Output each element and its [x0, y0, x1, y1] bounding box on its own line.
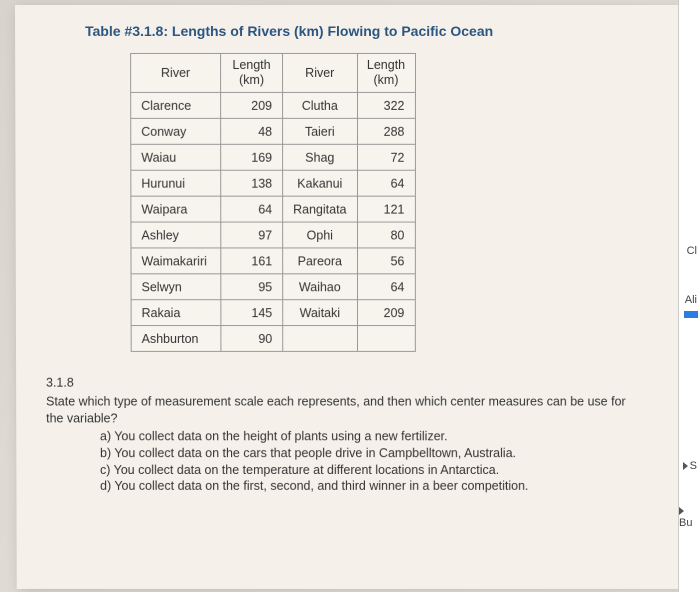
option-d: d) You collect data on the first, second…	[100, 478, 629, 495]
option-a: a) You collect data on the height of pla…	[100, 428, 629, 445]
table-row: Waipara 64 Rangitata 121	[131, 196, 415, 222]
edge-text: Cl	[687, 245, 697, 257]
table-row: Ashburton 90	[131, 326, 415, 352]
table-row: Waiau 169 Shag 72	[131, 144, 415, 170]
cell-river: Ophi	[283, 222, 357, 248]
rivers-table-wrap: River Length (km) River Length (km) Clar…	[130, 53, 630, 352]
table-row: Conway 48 Taieri 288	[131, 118, 415, 144]
cell-length: 161	[221, 248, 283, 274]
cell-river: Conway	[131, 118, 221, 144]
header-river-2: River	[283, 53, 357, 92]
cell-river: Clutha	[283, 92, 357, 118]
cell-river: Rakaia	[131, 300, 221, 326]
cell-river: Waitaki	[283, 300, 357, 326]
header-length-2: Length (km)	[357, 53, 415, 92]
arrow-right-icon	[679, 507, 684, 515]
right-sidebar-edge: Cl Ali S Bu	[678, 0, 700, 592]
header-river-1: River	[131, 53, 221, 92]
question-section: 3.1.8 State which type of measurement sc…	[86, 376, 629, 495]
table-row: Selwyn 95 Waihao 64	[131, 274, 415, 300]
header-length-1: Length (km)	[221, 53, 283, 92]
cell-length: 97	[221, 222, 283, 248]
cell-length: 95	[221, 274, 283, 300]
cell-river: Waimakariri	[131, 248, 221, 274]
option-b: b) You collect data on the cars that peo…	[100, 445, 629, 462]
table-title: Table #3.1.8: Lengths of Rivers (km) Flo…	[85, 23, 630, 39]
header-length-1-sub: (km)	[229, 73, 274, 88]
question-number: 3.1.8	[46, 376, 629, 390]
cell-length: 72	[357, 144, 415, 170]
cell-length: 56	[357, 248, 415, 274]
table-row: Rakaia 145 Waitaki 209	[131, 300, 415, 326]
cell-length: 64	[357, 274, 415, 300]
rivers-table: River Length (km) River Length (km) Clar…	[130, 53, 415, 352]
edge-text: Bu	[679, 505, 697, 529]
cell-length: 209	[221, 92, 283, 118]
cell-river: Waipara	[131, 196, 221, 222]
cell-river: Selwyn	[131, 274, 221, 300]
table-row: Clarence 209 Clutha 322	[131, 92, 415, 118]
cell-river: Waihao	[283, 274, 357, 300]
cell-length	[357, 326, 415, 352]
cell-river: Rangitata	[283, 196, 357, 222]
cell-length: 90	[221, 326, 283, 352]
table-row: Hurunui 138 Kakanui 64	[131, 170, 415, 196]
cell-river: Kakanui	[283, 170, 357, 196]
cell-length: 145	[221, 300, 283, 326]
cell-length: 64	[357, 170, 415, 196]
header-length-2-main: Length	[367, 58, 405, 72]
table-header-row: River Length (km) River Length (km)	[131, 53, 415, 92]
table-row: Waimakariri 161 Pareora 56	[131, 248, 415, 274]
arrow-right-icon	[683, 462, 688, 470]
cell-length: 80	[357, 222, 415, 248]
cell-length: 322	[357, 92, 415, 118]
cell-river: Ashburton	[131, 326, 221, 352]
cell-length: 138	[221, 170, 283, 196]
header-length-1-main: Length	[232, 58, 270, 72]
cell-river: Waiau	[131, 144, 221, 170]
cell-length: 121	[357, 196, 415, 222]
cell-river: Taieri	[283, 118, 357, 144]
edge-text: Ali	[685, 294, 697, 306]
cell-river: Ashley	[131, 222, 221, 248]
cell-river: Clarence	[131, 92, 221, 118]
cell-river: Pareora	[283, 248, 357, 274]
cell-length: 288	[357, 118, 415, 144]
table-row: Ashley 97 Ophi 80	[131, 222, 415, 248]
question-options: a) You collect data on the height of pla…	[100, 428, 629, 495]
cell-length: 48	[221, 118, 283, 144]
edge-text: S	[683, 460, 697, 472]
edge-progress-bar	[684, 311, 698, 318]
cell-river: Shag	[283, 144, 357, 170]
cell-river: Hurunui	[131, 170, 221, 196]
option-c: c) You collect data on the temperature a…	[100, 462, 629, 479]
cell-river	[283, 326, 357, 352]
cell-length: 169	[221, 144, 283, 170]
question-text: State which type of measurement scale ea…	[46, 394, 629, 428]
header-length-2-sub: (km)	[366, 73, 407, 88]
document-page: Table #3.1.8: Lengths of Rivers (km) Flo…	[15, 5, 700, 589]
cell-length: 64	[221, 196, 283, 222]
cell-length: 209	[357, 300, 415, 326]
